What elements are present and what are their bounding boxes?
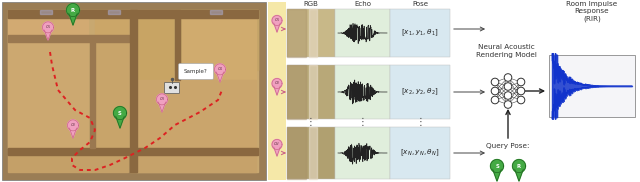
Polygon shape <box>108 10 120 14</box>
Text: Pose: Pose <box>412 1 428 7</box>
Polygon shape <box>274 86 280 95</box>
Polygon shape <box>274 147 280 156</box>
Text: ⋮: ⋮ <box>306 117 316 127</box>
Text: $o_2$: $o_2$ <box>70 121 76 129</box>
Polygon shape <box>8 18 88 42</box>
FancyBboxPatch shape <box>287 127 335 179</box>
Polygon shape <box>8 10 258 18</box>
FancyBboxPatch shape <box>335 65 390 119</box>
Polygon shape <box>490 160 504 173</box>
Circle shape <box>517 78 525 86</box>
Polygon shape <box>182 18 256 80</box>
Text: Sample?: Sample? <box>184 68 208 74</box>
Polygon shape <box>40 10 52 14</box>
Text: Echo: Echo <box>354 1 371 7</box>
Circle shape <box>517 87 525 95</box>
FancyBboxPatch shape <box>268 2 286 180</box>
Text: $o_4$: $o_4$ <box>216 65 223 73</box>
Polygon shape <box>287 9 306 57</box>
Polygon shape <box>210 10 222 14</box>
Polygon shape <box>68 13 77 25</box>
Polygon shape <box>287 65 306 119</box>
Circle shape <box>504 101 512 108</box>
Polygon shape <box>214 64 225 75</box>
Circle shape <box>492 78 499 86</box>
Polygon shape <box>272 139 282 149</box>
Polygon shape <box>137 80 256 148</box>
Polygon shape <box>69 128 77 138</box>
Polygon shape <box>8 42 88 148</box>
Polygon shape <box>130 10 137 172</box>
Text: $[x_N, y_N, \theta_N]$: $[x_N, y_N, \theta_N]$ <box>400 148 440 158</box>
Polygon shape <box>67 120 79 131</box>
Polygon shape <box>95 42 128 148</box>
Circle shape <box>492 87 499 95</box>
FancyBboxPatch shape <box>390 127 450 179</box>
Polygon shape <box>287 127 306 179</box>
FancyBboxPatch shape <box>549 55 635 117</box>
Polygon shape <box>130 10 258 70</box>
Polygon shape <box>159 102 166 112</box>
Polygon shape <box>8 35 130 42</box>
Text: $o_1$: $o_1$ <box>45 23 51 31</box>
Text: Room Impulse
Response
(RIR): Room Impulse Response (RIR) <box>566 1 618 21</box>
Text: $o_N$: $o_N$ <box>273 141 281 149</box>
FancyBboxPatch shape <box>179 64 214 80</box>
Polygon shape <box>44 30 52 40</box>
Circle shape <box>504 83 512 90</box>
Polygon shape <box>157 94 168 105</box>
Polygon shape <box>90 42 95 148</box>
Polygon shape <box>272 78 282 88</box>
Polygon shape <box>216 72 223 82</box>
Circle shape <box>492 96 499 104</box>
Circle shape <box>504 74 512 81</box>
Polygon shape <box>272 15 282 25</box>
Polygon shape <box>493 169 501 181</box>
FancyBboxPatch shape <box>287 65 335 119</box>
Text: ⋮: ⋮ <box>358 117 367 127</box>
FancyBboxPatch shape <box>390 9 450 57</box>
Polygon shape <box>308 127 317 179</box>
FancyBboxPatch shape <box>335 127 390 179</box>
Polygon shape <box>175 10 180 80</box>
FancyBboxPatch shape <box>287 9 335 57</box>
Polygon shape <box>8 148 258 155</box>
Text: Query Pose:: Query Pose: <box>486 143 530 149</box>
Text: R: R <box>517 164 521 169</box>
Polygon shape <box>274 23 280 32</box>
Text: $o_2$: $o_2$ <box>274 80 280 87</box>
Polygon shape <box>95 18 128 42</box>
Polygon shape <box>8 155 128 172</box>
Polygon shape <box>116 116 124 128</box>
Polygon shape <box>515 169 524 181</box>
FancyBboxPatch shape <box>2 2 266 180</box>
Polygon shape <box>308 65 317 119</box>
Text: S: S <box>118 110 122 116</box>
Text: ⋮: ⋮ <box>415 117 425 127</box>
Text: $o_3$: $o_3$ <box>159 95 165 103</box>
FancyBboxPatch shape <box>164 82 179 94</box>
Polygon shape <box>308 9 317 57</box>
Polygon shape <box>137 148 256 172</box>
Text: $[x_1, y_1, \theta_1]$: $[x_1, y_1, \theta_1]$ <box>401 28 439 38</box>
Circle shape <box>517 96 525 104</box>
Text: R: R <box>71 7 75 13</box>
Text: $[x_2, y_2, \theta_2]$: $[x_2, y_2, \theta_2]$ <box>401 87 439 97</box>
Polygon shape <box>513 160 525 173</box>
FancyBboxPatch shape <box>390 65 450 119</box>
Polygon shape <box>67 4 79 17</box>
FancyBboxPatch shape <box>335 9 390 57</box>
Text: $o_1$: $o_1$ <box>273 17 280 24</box>
Text: Neural Acoustic
Rendering Model: Neural Acoustic Rendering Model <box>476 44 536 58</box>
Text: S: S <box>495 164 499 169</box>
Text: RGB: RGB <box>303 1 319 7</box>
Polygon shape <box>137 18 173 80</box>
Polygon shape <box>113 106 127 120</box>
Circle shape <box>504 92 512 99</box>
Polygon shape <box>42 22 54 33</box>
Polygon shape <box>8 10 258 172</box>
